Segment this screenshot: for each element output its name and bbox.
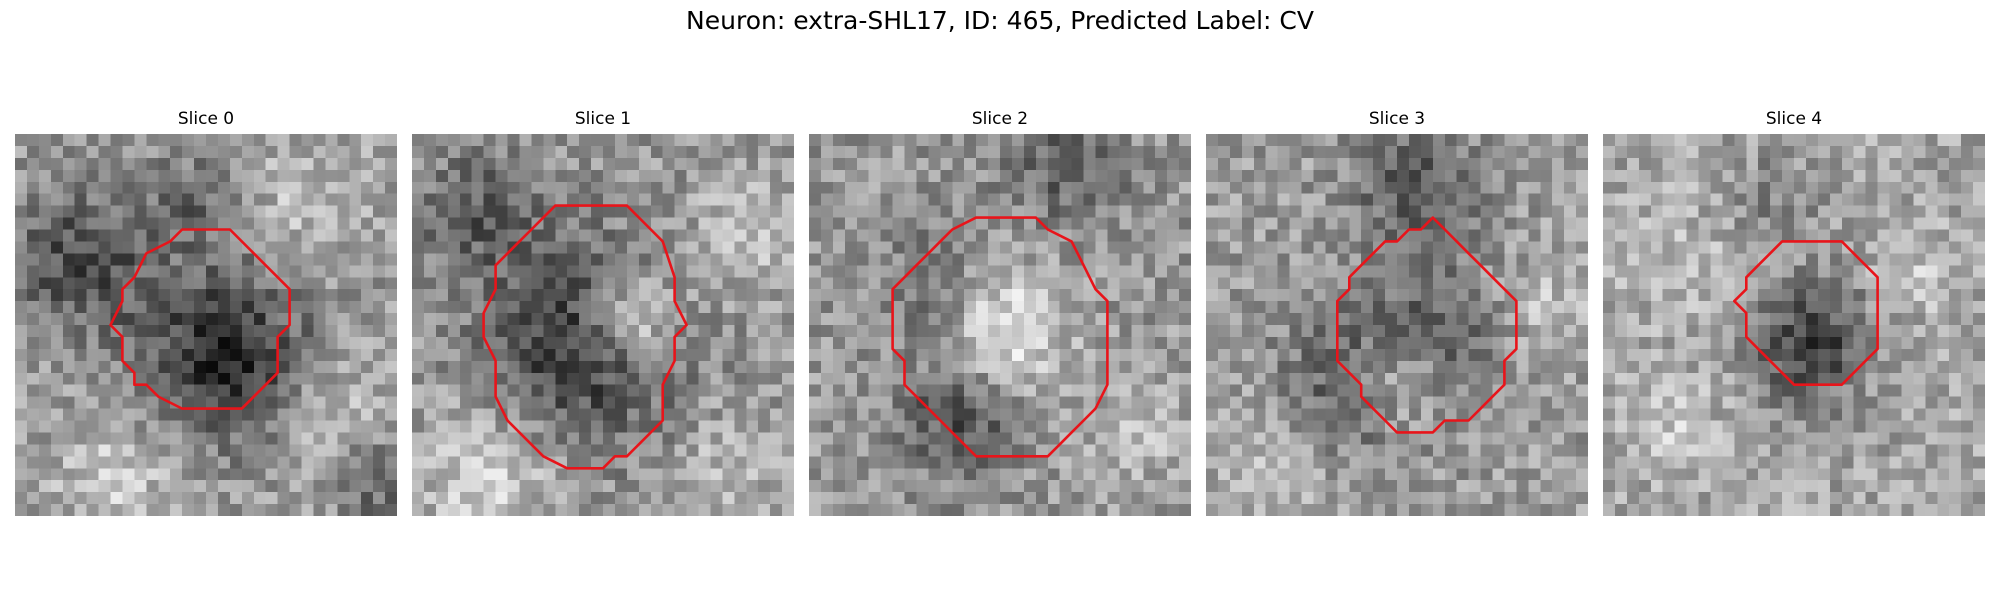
- slice-panel-2: Slice 2: [809, 108, 1191, 516]
- slice-panel-0: Slice 0: [15, 108, 397, 516]
- segmentation-contour: [109, 228, 291, 410]
- slice-title-2: Slice 2: [971, 109, 1029, 129]
- segmentation-contour: [1336, 216, 1518, 434]
- slice-image-1: [412, 134, 794, 516]
- slice-panel-3: Slice 3: [1206, 108, 1588, 516]
- segmentation-contour: [1733, 240, 1879, 386]
- slice-image-3: [1206, 134, 1588, 516]
- slice-image-2: [809, 134, 1191, 516]
- slice-image-0: [15, 134, 397, 516]
- slice-panel-4: Slice 4: [1603, 108, 1985, 516]
- segmentation-contour: [891, 216, 1109, 458]
- slice-title-0: Slice 0: [177, 109, 235, 129]
- segmentation-contour: [482, 204, 688, 470]
- slice-title-4: Slice 4: [1765, 109, 1823, 129]
- slice-image-4: [1603, 134, 1985, 516]
- slice-panel-1: Slice 1: [412, 108, 794, 516]
- slice-title-1: Slice 1: [574, 109, 632, 129]
- figure-title: Neuron: extra-SHL17, ID: 465, Predicted …: [686, 6, 1314, 35]
- slice-title-3: Slice 3: [1368, 109, 1426, 129]
